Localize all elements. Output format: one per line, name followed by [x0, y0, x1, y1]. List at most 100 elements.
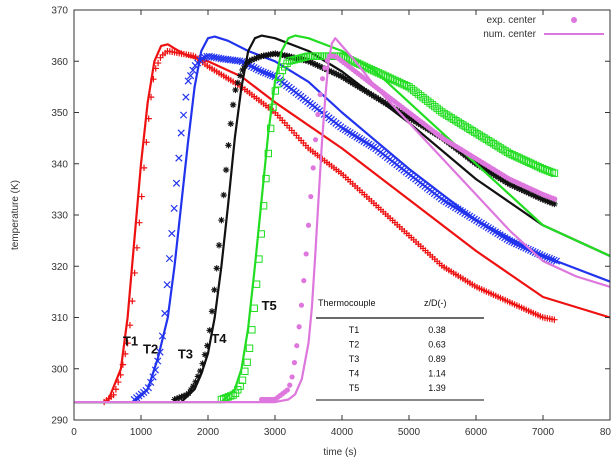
exp-point-t4 — [271, 87, 280, 95]
y-tick-label: 290 — [51, 416, 68, 427]
exp-point-t4 — [302, 53, 310, 61]
exp-point-t3 — [347, 78, 354, 85]
exp-point-t3 — [220, 191, 227, 199]
exp-point-t3 — [180, 392, 188, 400]
exp-point-t5 — [305, 222, 312, 228]
exp-point-t3 — [551, 200, 558, 208]
exp-point-t3 — [532, 193, 539, 200]
y-tick-label: 330 — [51, 211, 68, 222]
num-line-t5 — [74, 37, 610, 404]
exp-point-t2 — [236, 57, 244, 65]
x-tick-label: 0 — [71, 427, 77, 438]
table-cell-thermocouple: T1 — [349, 325, 360, 335]
exp-point-t3 — [530, 191, 537, 199]
exp-point-t3 — [478, 164, 485, 171]
exp-point-t3 — [520, 187, 528, 195]
exp-point-t2 — [189, 66, 197, 74]
x-tick-label: 7000 — [532, 427, 555, 438]
exp-point-t3 — [255, 53, 263, 61]
exp-point-t3 — [548, 199, 556, 207]
exp-point-t3 — [335, 71, 342, 79]
exp-point-t1 — [124, 339, 131, 347]
exp-markers-t5 — [259, 53, 558, 403]
exp-point-t3 — [356, 84, 363, 91]
exp-point-t4 — [388, 75, 397, 84]
exp-point-t3 — [295, 55, 302, 62]
exp-point-t4 — [517, 155, 526, 163]
y-tick-label: 300 — [51, 364, 68, 375]
exp-point-t3 — [525, 189, 532, 197]
exp-point-t3 — [225, 142, 232, 149]
exp-point-t3 — [541, 197, 549, 204]
exp-point-t5 — [296, 324, 302, 330]
exp-point-t3 — [330, 69, 338, 77]
exp-point-t5 — [317, 91, 323, 98]
exp-point-t3 — [485, 168, 492, 175]
exp-point-t3 — [501, 178, 509, 185]
exp-point-t3 — [361, 87, 368, 94]
exp-point-t4 — [538, 165, 547, 173]
y-tick-label: 340 — [51, 159, 68, 170]
y-tick-label: 310 — [51, 313, 68, 324]
exp-point-t4 — [531, 161, 540, 170]
exp-point-t3 — [358, 85, 366, 93]
exp-markers-t4 — [217, 52, 559, 404]
exp-point-t3 — [382, 100, 389, 107]
exp-point-t4 — [506, 149, 514, 158]
exp-point-t4 — [508, 151, 516, 159]
y-tick-label: 350 — [51, 108, 68, 119]
exp-point-t4 — [386, 74, 394, 82]
exp-point-t2 — [184, 77, 192, 85]
exp-point-t3 — [178, 393, 185, 401]
exp-point-t4 — [395, 78, 404, 87]
exp-point-t4 — [529, 160, 537, 169]
exp-point-t3 — [497, 175, 504, 182]
exp-point-t4 — [534, 162, 542, 171]
exp-point-t4 — [536, 163, 545, 172]
exp-point-t3 — [194, 373, 202, 380]
exp-point-t4 — [372, 68, 380, 76]
exp-point-t3 — [253, 54, 260, 62]
exp-point-t4 — [243, 358, 251, 367]
exp-point-t4 — [548, 168, 556, 177]
table-cell-zd: 1.39 — [428, 383, 446, 393]
exp-point-t3 — [215, 242, 223, 249]
exp-point-t5 — [308, 193, 314, 200]
exp-point-t2 — [266, 71, 274, 79]
series-t5 — [74, 37, 610, 404]
exp-point-t5 — [303, 251, 309, 257]
exp-point-t3 — [384, 101, 392, 108]
exp-point-t4 — [550, 169, 559, 177]
exp-point-t3 — [286, 53, 293, 60]
exp-point-t3 — [492, 172, 499, 180]
exp-point-t3 — [410, 117, 417, 124]
exp-point-t4 — [222, 394, 230, 402]
exp-point-t3 — [408, 115, 415, 123]
exp-point-t4 — [503, 148, 512, 156]
curve-labels: T1 T2 T3 T4 T5 — [123, 298, 277, 362]
exp-point-t2 — [261, 69, 270, 77]
table-header-zd: z/D(-) — [424, 298, 447, 308]
y-tick-label: 360 — [51, 57, 68, 68]
exp-point-t1 — [136, 219, 143, 226]
exp-point-t3 — [234, 79, 242, 86]
exp-point-t4 — [245, 344, 254, 352]
exp-point-t2 — [259, 68, 267, 76]
exp-point-t3 — [316, 63, 324, 70]
x-tick-label: 1000 — [130, 427, 153, 438]
exp-point-t3 — [389, 104, 396, 111]
exp-point-t4 — [513, 153, 521, 161]
exp-point-t1 — [138, 193, 145, 200]
exp-point-t4 — [400, 81, 409, 89]
exp-point-t3 — [537, 195, 544, 202]
table-cell-zd: 0.89 — [428, 354, 446, 364]
exp-point-t4 — [520, 156, 528, 164]
x-tick-label: 3000 — [264, 427, 287, 438]
curve-label-t3: T3 — [178, 347, 193, 362]
exp-point-t1 — [551, 316, 558, 323]
exp-point-t2 — [179, 111, 188, 119]
exp-point-t3 — [342, 75, 349, 83]
exp-point-t2 — [163, 281, 171, 289]
exp-point-t5 — [312, 137, 319, 143]
